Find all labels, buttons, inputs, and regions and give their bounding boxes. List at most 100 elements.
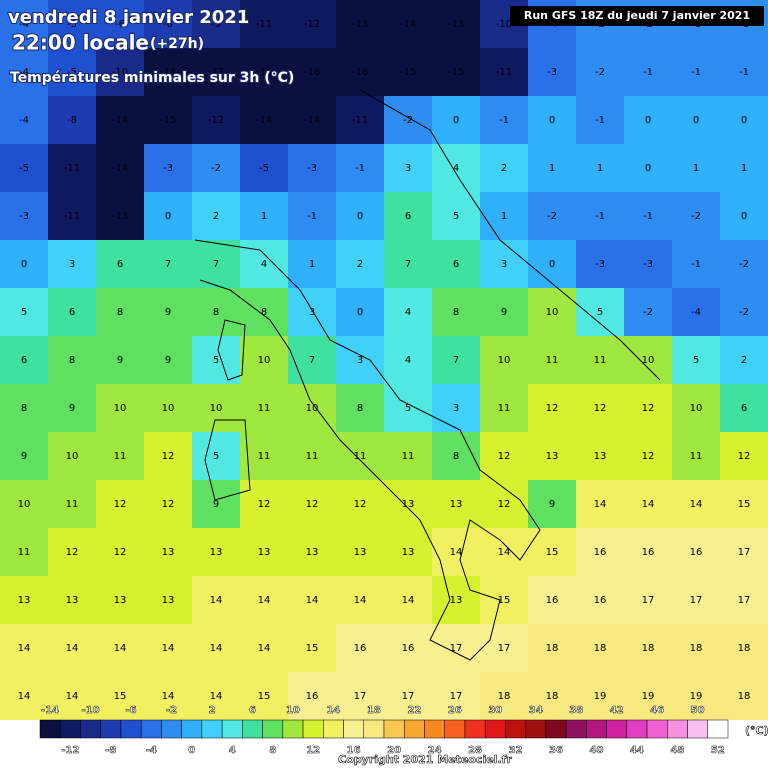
value: 9 [501, 307, 507, 318]
cell [720, 480, 768, 528]
cell [240, 144, 288, 192]
value: 1 [549, 163, 555, 174]
cell [624, 96, 672, 144]
cell [48, 0, 96, 48]
value: 12 [354, 499, 367, 510]
value: -16 [256, 67, 272, 78]
cell [240, 384, 288, 432]
cell [384, 192, 432, 240]
colorbar-swatch [403, 719, 425, 739]
cell [720, 336, 768, 384]
colorbar-label: 44 [630, 745, 644, 756]
cell [288, 240, 336, 288]
value: 9 [69, 403, 75, 414]
value: 4 [405, 307, 411, 318]
value: -3 [643, 259, 653, 270]
cell [336, 48, 384, 96]
colorbar: -14-12-10-8-6-4-202468101214161820222426… [39, 705, 729, 756]
cell [576, 192, 624, 240]
cell [384, 240, 432, 288]
cell [144, 48, 192, 96]
cell [528, 48, 576, 96]
cell [624, 240, 672, 288]
value: -2 [739, 259, 749, 270]
cell [624, 288, 672, 336]
cell [336, 480, 384, 528]
value: 17 [402, 691, 415, 702]
value: 0 [21, 259, 27, 270]
value: 0 [741, 115, 747, 126]
value: 4 [405, 355, 411, 366]
cell [432, 288, 480, 336]
value: 16 [402, 643, 415, 654]
value: -2 [691, 211, 701, 222]
value: -13 [448, 19, 464, 30]
cell [432, 336, 480, 384]
value: 13 [162, 595, 175, 606]
colorbar-swatch [323, 719, 344, 739]
value: -3 [163, 163, 173, 174]
value: 12 [642, 403, 655, 414]
value: -11 [64, 163, 80, 174]
colorbar-swatch [626, 719, 648, 739]
value: 11 [114, 451, 127, 462]
value: 7 [405, 259, 411, 270]
value: -10 [496, 19, 512, 30]
cell [576, 48, 624, 96]
value: -15 [160, 115, 176, 126]
cell [384, 432, 432, 480]
value: 11 [594, 355, 607, 366]
cell [480, 144, 528, 192]
value: -1 [739, 67, 749, 78]
cell [144, 432, 192, 480]
cell [96, 384, 144, 432]
value: 18 [546, 691, 559, 702]
value: -15 [448, 67, 464, 78]
value: 10 [66, 451, 79, 462]
value: 13 [306, 547, 319, 558]
value: 14 [642, 499, 655, 510]
value: 12 [162, 451, 175, 462]
value: 13 [354, 547, 367, 558]
value: 6 [453, 259, 459, 270]
value: 12 [114, 547, 127, 558]
value: 17 [642, 595, 655, 606]
cell [720, 576, 768, 624]
value: 10 [114, 403, 127, 414]
value: -10 [112, 67, 128, 78]
value: -14 [112, 163, 128, 174]
colorbar-swatch [424, 719, 445, 739]
cell [192, 384, 240, 432]
value: 13 [450, 499, 463, 510]
cell [480, 48, 528, 96]
cell [576, 480, 624, 528]
cell [144, 528, 192, 576]
value: -11 [352, 115, 368, 126]
value: 5 [453, 211, 459, 222]
cell [0, 96, 48, 144]
value: 12 [162, 499, 175, 510]
cell [144, 240, 192, 288]
value: -12 [304, 19, 320, 30]
cell [384, 576, 432, 624]
value: 5 [213, 451, 219, 462]
value: 18 [642, 643, 655, 654]
value: 9 [213, 499, 219, 510]
value: -1 [355, 163, 365, 174]
value: 1 [741, 163, 747, 174]
value: -2 [643, 307, 653, 318]
value: -3 [547, 67, 557, 78]
value: 13 [402, 547, 415, 558]
cell [672, 96, 720, 144]
colorbar-swatch [181, 719, 203, 739]
value: 18 [546, 643, 559, 654]
value: 14 [354, 595, 367, 606]
value: 10 [642, 355, 655, 366]
value: 14 [210, 595, 223, 606]
cell [144, 624, 192, 672]
value: -12 [208, 115, 224, 126]
value: -9 [211, 19, 221, 30]
value: 0 [357, 307, 363, 318]
cell [480, 384, 528, 432]
cell [336, 624, 384, 672]
